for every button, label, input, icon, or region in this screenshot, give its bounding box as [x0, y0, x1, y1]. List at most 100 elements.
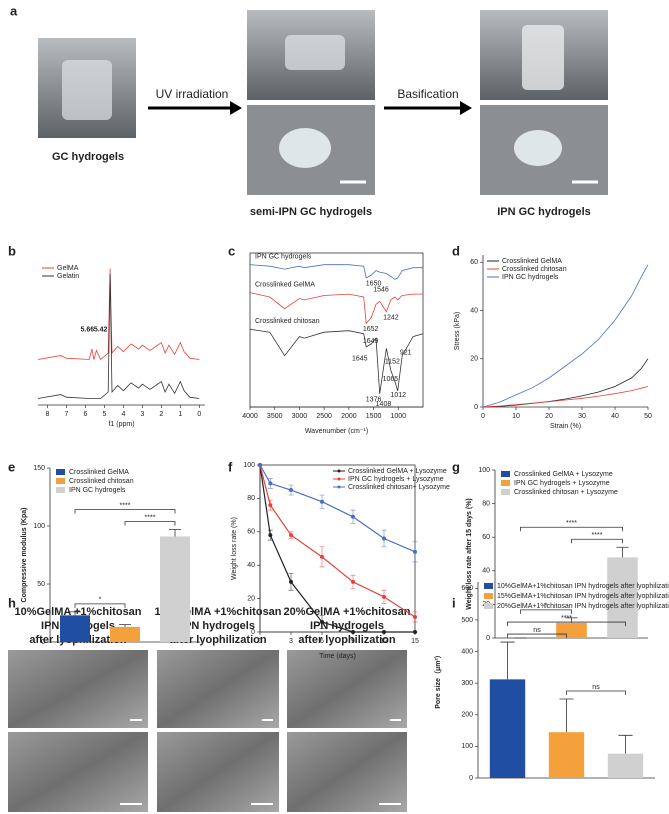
hydrogel — [514, 130, 562, 166]
marker — [413, 549, 417, 554]
x-tick-label: 3 — [140, 411, 144, 418]
legend-label: GelMA — [57, 265, 79, 272]
legend-label: Crosslinked GelMA + Lysozyme — [514, 471, 613, 478]
y-axis-label: Compressive modulus (Kpa) — [21, 508, 28, 603]
marker — [413, 614, 417, 619]
sample-label: 20%GelMA +1%chitosan — [283, 606, 410, 618]
y-tick-label: 0 — [41, 639, 45, 646]
marker — [289, 533, 293, 538]
panel-letter: d — [452, 243, 460, 258]
x-tick-label: 7 — [65, 411, 69, 418]
significance-bracket — [507, 633, 567, 639]
x-tick-label: 2500 — [316, 413, 332, 420]
y-tick-label: 20 — [247, 595, 255, 602]
significance-bracket — [571, 538, 623, 544]
series-line — [249, 328, 424, 394]
x-tick-label: 6 — [320, 638, 324, 645]
arrow-head — [230, 101, 242, 115]
y-tick-label: 80 — [482, 500, 490, 507]
marker — [289, 579, 293, 584]
y-tick-label: 60 — [482, 534, 490, 541]
x-tick-label: 3500 — [267, 413, 283, 420]
x-tick-label: 2000 — [341, 413, 357, 420]
panel-h-images — [8, 650, 407, 812]
marker — [351, 579, 355, 584]
significance-bracket — [507, 621, 626, 627]
series-line — [482, 358, 649, 408]
marker — [320, 619, 324, 624]
panel-letter: e — [8, 459, 15, 474]
x-tick-label: 2 — [159, 411, 163, 418]
legend-label: Crosslinked chitosan + Lysozyme — [514, 489, 618, 496]
x-tick-label: 1000 — [390, 413, 406, 420]
x-axis-label: Wavenumber (cm⁻¹) — [305, 428, 368, 435]
sem-image — [8, 650, 148, 728]
legend-swatch — [501, 471, 510, 477]
bar — [556, 622, 587, 638]
panel-letter: b — [8, 243, 16, 258]
bar — [60, 615, 90, 642]
legend-label: Crosslinked chitosan+ Lysozyme — [348, 484, 450, 491]
error-bar — [616, 546, 629, 558]
significance-label: **** — [120, 502, 131, 509]
y-tick-label: 60 — [470, 259, 478, 266]
series-line — [482, 264, 649, 408]
significance-label: * — [545, 603, 548, 610]
significance-label: ns — [592, 684, 600, 691]
panel-letter: h — [8, 595, 16, 610]
y-tick-label: 100 — [461, 743, 473, 750]
significance-label: **** — [592, 532, 603, 539]
annotation: 1408 — [376, 401, 392, 408]
legend-label: Crosslinked chitosan — [502, 266, 567, 273]
marker — [320, 499, 324, 504]
sample-label: IPN hydrogels — [310, 620, 384, 632]
y-tick-label: 80 — [247, 495, 255, 502]
bar — [548, 732, 585, 778]
sample-label: semi-IPN GC hydrogels — [250, 206, 372, 218]
y-tick-label: 500 — [461, 617, 473, 624]
legend-label: 10%GelMA+1%chitosan IPN hydrogels after … — [497, 583, 669, 590]
series-line — [249, 264, 423, 280]
sem-image — [157, 650, 279, 728]
process-label: UV irradiation — [156, 87, 229, 101]
y-tick-label: 300 — [461, 680, 473, 687]
x-axis-label: f1 (ppm) — [108, 421, 134, 428]
x-tick-label: 4000 — [242, 413, 258, 420]
legend-swatch — [501, 489, 510, 495]
vial — [62, 60, 112, 120]
x-tick-label: 1 — [178, 411, 182, 418]
significance-bracket — [520, 609, 572, 614]
x-tick-label: 9 — [351, 638, 355, 645]
series-label: Crosslinked chitosan — [255, 318, 320, 325]
y-tick-label: 60 — [247, 529, 255, 536]
marker — [268, 481, 273, 486]
legend-label: IPN GC hydrogels + Lysozyme — [514, 480, 610, 487]
annotation: 1376 — [366, 397, 382, 404]
x-tick-label: 20 — [545, 413, 553, 420]
y-tick-label: 40 — [247, 562, 255, 569]
x-tick-label: 8 — [46, 411, 50, 418]
bar — [607, 557, 638, 638]
legend-swatch — [484, 593, 493, 599]
bar — [160, 536, 190, 642]
error-bar — [119, 624, 131, 627]
marker — [289, 488, 293, 493]
error-bar — [500, 641, 515, 680]
legend-swatch — [484, 603, 493, 609]
annotation: 1649 — [363, 338, 379, 345]
x-tick-label: 0 — [258, 638, 262, 645]
error-bar — [559, 698, 574, 733]
series-label: IPN GC hydrogels — [255, 254, 312, 261]
series-label: Crosslinked GelMA — [255, 281, 315, 288]
annotation: 1012 — [390, 392, 406, 399]
annotation: 1645 — [352, 355, 368, 362]
x-tick-label: 0 — [197, 411, 201, 418]
sem-image — [287, 650, 407, 728]
significance-label: * — [99, 597, 102, 604]
marker — [382, 630, 386, 634]
legend-label: IPN GC hydrogels — [69, 487, 126, 494]
y-tick-label: 150 — [33, 465, 45, 472]
marker — [351, 514, 355, 519]
x-tick-label: 10 — [512, 413, 520, 420]
y-tick-label: 100 — [478, 467, 490, 474]
